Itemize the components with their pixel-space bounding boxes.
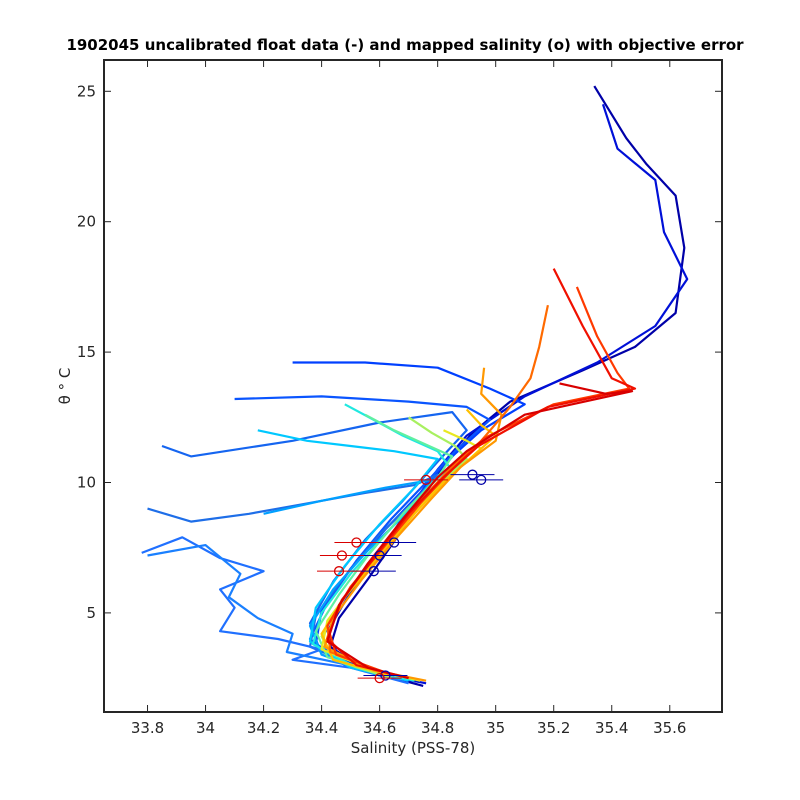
mapped-salinity-point: [388, 537, 400, 548]
mapped-salinity-point: [333, 566, 345, 577]
plot-frame: [103, 59, 723, 713]
x-axis-label: Salinity (PSS-78): [351, 739, 476, 757]
profile-line-1: [329, 85, 686, 687]
mapped-salinity-point: [380, 670, 391, 681]
x-tick-label: 35.4: [595, 719, 628, 737]
y-tick-label: 25: [77, 82, 96, 100]
mapped-salinity-layer: [317, 469, 504, 684]
profile-line-7: [141, 536, 409, 685]
profile-line-16: [323, 367, 503, 682]
y-tick-label: 20: [77, 213, 96, 231]
x-tick-label: 35.6: [653, 719, 686, 737]
x-tick-label: 34.4: [305, 719, 338, 737]
profile-line-12: [314, 413, 454, 677]
x-tick-label: 34: [196, 719, 215, 737]
profile-line-8: [147, 543, 386, 674]
x-tick-label: 35: [486, 719, 505, 737]
profile-line-5: [161, 411, 468, 677]
profile-line-20: [326, 382, 634, 680]
y-axis: 5 10 15 20 25: [77, 82, 722, 622]
mapped-salinity-point: [476, 474, 487, 486]
x-tick-label: 33.8: [131, 719, 164, 737]
mapped-salinity-point: [420, 474, 432, 486]
series-layer: [141, 85, 689, 687]
x-axis: 33.8 34 34.2 34.4 34.6 34.8 35 35.2 35.4 35.6: [131, 60, 686, 737]
x-tick-label: 34.2: [247, 719, 280, 737]
mapped-salinity-point: [374, 550, 385, 561]
mapped-salinity-point: [374, 672, 385, 684]
y-tick-label: 15: [77, 343, 96, 361]
mapped-salinity-point: [368, 566, 379, 577]
mapped-salinity-point: [351, 537, 362, 548]
x-tick-label: 34.8: [421, 719, 454, 737]
x-tick-label: 34.6: [363, 719, 396, 737]
y-tick-label: 10: [77, 473, 96, 491]
y-axis-label: θ ° C: [56, 368, 74, 405]
mapped-salinity-point: [467, 469, 478, 480]
mapped-salinity-point: [336, 550, 348, 561]
chart-title: 1902045 uncalibrated float data (-) and …: [66, 36, 744, 54]
y-tick-label: 5: [86, 604, 96, 622]
x-tick-label: 35.2: [537, 719, 570, 737]
